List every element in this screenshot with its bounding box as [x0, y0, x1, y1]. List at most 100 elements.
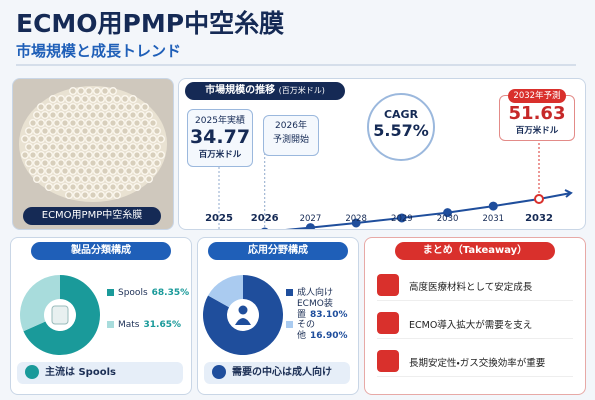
point: [488, 201, 498, 211]
title: ECMO用PMP中空糸膜: [16, 9, 285, 38]
photo-fiber: [41, 158, 50, 167]
takeaway-icon: [377, 274, 399, 296]
legend-swatch: [107, 289, 114, 296]
photo-fiber: [45, 135, 54, 144]
photo-fiber: [88, 111, 97, 120]
photo-fiber: [96, 190, 105, 199]
forecast-value: 51.63: [508, 103, 566, 124]
photo-fiber: [57, 174, 66, 183]
photo-fiber: [41, 127, 50, 136]
legend-value: 83.10%: [310, 310, 348, 320]
photo-fiber: [128, 95, 137, 104]
photo-fiber: [76, 135, 85, 144]
photo-fiber: [61, 182, 70, 191]
photo-fiber: [76, 119, 85, 128]
photo-fiber: [57, 111, 66, 120]
photo-fiber: [128, 174, 137, 183]
photo-fiber: [88, 174, 97, 183]
photo-fiber: [57, 127, 66, 136]
photo-fiber: [96, 111, 105, 120]
photo-fiber: [88, 95, 97, 104]
photo-fiber: [53, 166, 62, 175]
photo-fiber: [156, 150, 165, 159]
photo-fiber: [120, 174, 129, 183]
photo-fiber: [37, 166, 46, 175]
cagr-circle: CAGR 5.57%: [367, 93, 435, 161]
photo-fiber: [120, 142, 129, 151]
photo-fiber: [112, 95, 121, 104]
photo-fiber: [116, 150, 125, 159]
photo-fiber: [69, 150, 78, 159]
photo-fiber: [49, 95, 58, 104]
photo-fiber: [124, 135, 133, 144]
takeaway-item: 高度医療材料として安定成長: [377, 272, 573, 301]
photo-fiber: [61, 166, 70, 175]
x-tick-label: 2030: [437, 214, 459, 224]
photo-fiber: [49, 142, 58, 151]
pie2-footer: 需要の中心は成人向け: [232, 367, 332, 378]
photo-fiber: [33, 127, 42, 136]
photo-fiber: [69, 182, 78, 191]
photo-fiber: [29, 119, 38, 128]
photo-fiber: [120, 111, 129, 120]
photo-fiber: [65, 127, 74, 136]
spool-icon: [51, 305, 69, 325]
photo-fiber: [140, 103, 149, 112]
photo-fiber: [108, 135, 117, 144]
photo-fiber: [45, 119, 54, 128]
photo-fiber: [73, 95, 82, 104]
photo-fiber: [100, 166, 109, 175]
photo-fiber: [45, 103, 54, 112]
cagr-value: 5.57%: [373, 121, 429, 140]
line: [285, 198, 540, 229]
photo-fiber: [92, 150, 101, 159]
photo-fiber: [33, 174, 42, 183]
photo-fiber: [61, 103, 70, 112]
takeaway-title: まとめ（Takeaway）: [395, 242, 555, 260]
photo-fiber: [76, 182, 85, 191]
photo-fiber: [65, 111, 74, 120]
pie-slice: [208, 275, 243, 308]
photo-fiber: [100, 135, 109, 144]
photo-fiber: [37, 119, 46, 128]
photo-fiber: [144, 142, 153, 151]
photo-fiber: [96, 127, 105, 136]
photo-fiber: [84, 150, 93, 159]
photo-fiber: [108, 103, 117, 112]
photo-fiber: [84, 119, 93, 128]
photo-fiber: [124, 166, 133, 175]
photo-fiber: [104, 111, 113, 120]
photo-fiber: [152, 142, 161, 151]
photo-fiber: [41, 174, 50, 183]
photo-fiber: [136, 127, 145, 136]
photo-fiber: [57, 142, 66, 151]
photo-fiber: [108, 182, 117, 191]
photo-fiber: [65, 142, 74, 151]
photo-fiber: [100, 119, 109, 128]
photo-fiber: [104, 127, 113, 136]
photo-fiber: [76, 166, 85, 175]
point: [443, 208, 453, 218]
photo-fiber: [41, 142, 50, 151]
photo-fiber: [20, 150, 29, 159]
photo-fiber: [57, 95, 66, 104]
photo-fiber: [53, 103, 62, 112]
photo-fiber: [132, 135, 141, 144]
photo-fiber: [136, 142, 145, 151]
forecast-unit: 百万米ドル: [515, 126, 559, 136]
photo-fiber: [88, 190, 97, 199]
x-tick-label: 2032: [525, 213, 553, 224]
photo-fiber: [108, 166, 117, 175]
photo-fiber: [29, 150, 38, 159]
photo-fiber: [84, 182, 93, 191]
photo-fiber: [76, 86, 85, 95]
photo-fiber: [128, 111, 137, 120]
photo-fiber: [73, 127, 82, 136]
point: [397, 213, 407, 223]
photo-fiber: [61, 119, 70, 128]
legend-value: 68.35%: [151, 288, 190, 298]
photo-fiber: [112, 142, 121, 151]
photo-fiber: [53, 135, 62, 144]
photo-fiber: [37, 150, 46, 159]
photo-fiber: [128, 158, 137, 167]
